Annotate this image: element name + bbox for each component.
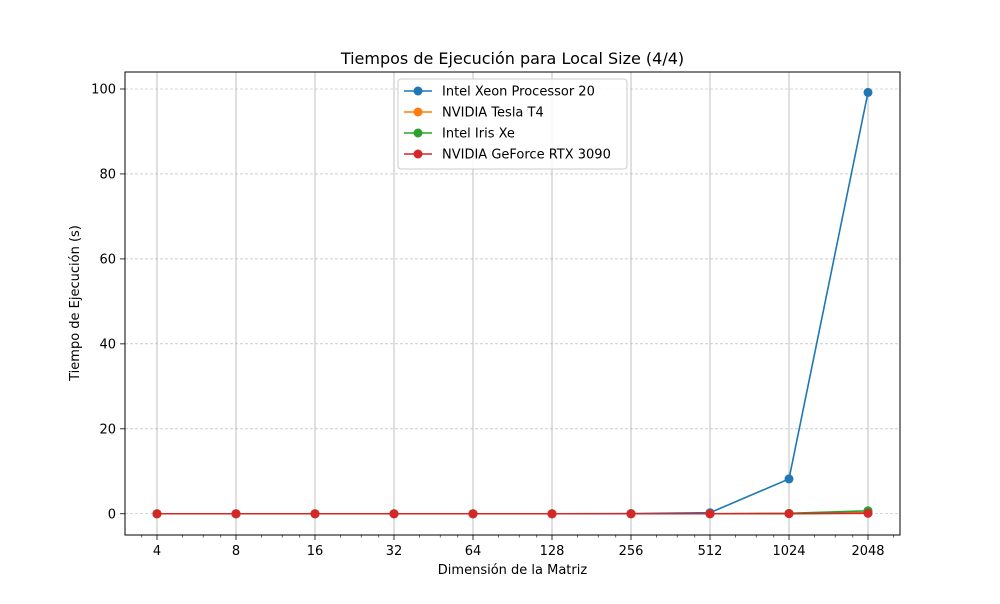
x-tick-label: 16: [307, 544, 324, 559]
legend: Intel Xeon Processor 20 NVIDIA Tesla T4 In…: [398, 79, 627, 169]
legend-marker: [414, 87, 423, 96]
data-point: [627, 509, 636, 518]
data-point: [468, 509, 477, 518]
chart-title: Tiempos de Ejecución para Local Size (4/…: [340, 49, 684, 68]
legend-label: NVIDIA Tesla T4: [442, 106, 544, 121]
data-point: [864, 509, 873, 518]
y-tick-label: 20: [99, 422, 116, 437]
data-point: [785, 474, 794, 483]
x-tick-label: 4: [153, 544, 161, 559]
data-point: [706, 509, 715, 518]
data-point: [785, 509, 794, 518]
x-axis-label: Dimensión de la Matriz: [438, 563, 588, 578]
legend-marker: [414, 150, 423, 159]
x-tick-label: 8: [232, 544, 240, 559]
x-tick-label: 1024: [772, 544, 805, 559]
legend-marker: [414, 129, 423, 138]
y-tick-label: 100: [91, 82, 116, 97]
data-point: [310, 509, 319, 518]
data-point: [152, 509, 161, 518]
y-tick-label: 80: [99, 167, 116, 182]
x-tick-label: 64: [465, 544, 482, 559]
x-tick-label: 128: [540, 544, 565, 559]
data-point: [389, 509, 398, 518]
legend-label: Intel Iris Xe: [442, 127, 515, 142]
data-point: [864, 88, 873, 97]
data-point: [548, 509, 557, 518]
legend-marker: [414, 108, 423, 117]
x-tick-label: 256: [619, 544, 644, 559]
x-tick-label: 32: [386, 544, 403, 559]
series-group: [152, 509, 872, 518]
x-tick-label: 512: [698, 544, 723, 559]
y-tick-label: 60: [99, 252, 116, 267]
data-point: [231, 509, 240, 518]
x-tick-label: 2048: [851, 544, 884, 559]
legend-label: NVIDIA GeForce RTX 3090: [442, 148, 611, 163]
y-tick-label: 0: [108, 507, 116, 522]
y-axis-label: Tiempo de Ejecución (s): [68, 225, 83, 382]
legend-label: Intel Xeon Processor 20: [442, 85, 595, 100]
y-tick-label: 40: [99, 337, 116, 352]
series-group: [152, 506, 872, 518]
